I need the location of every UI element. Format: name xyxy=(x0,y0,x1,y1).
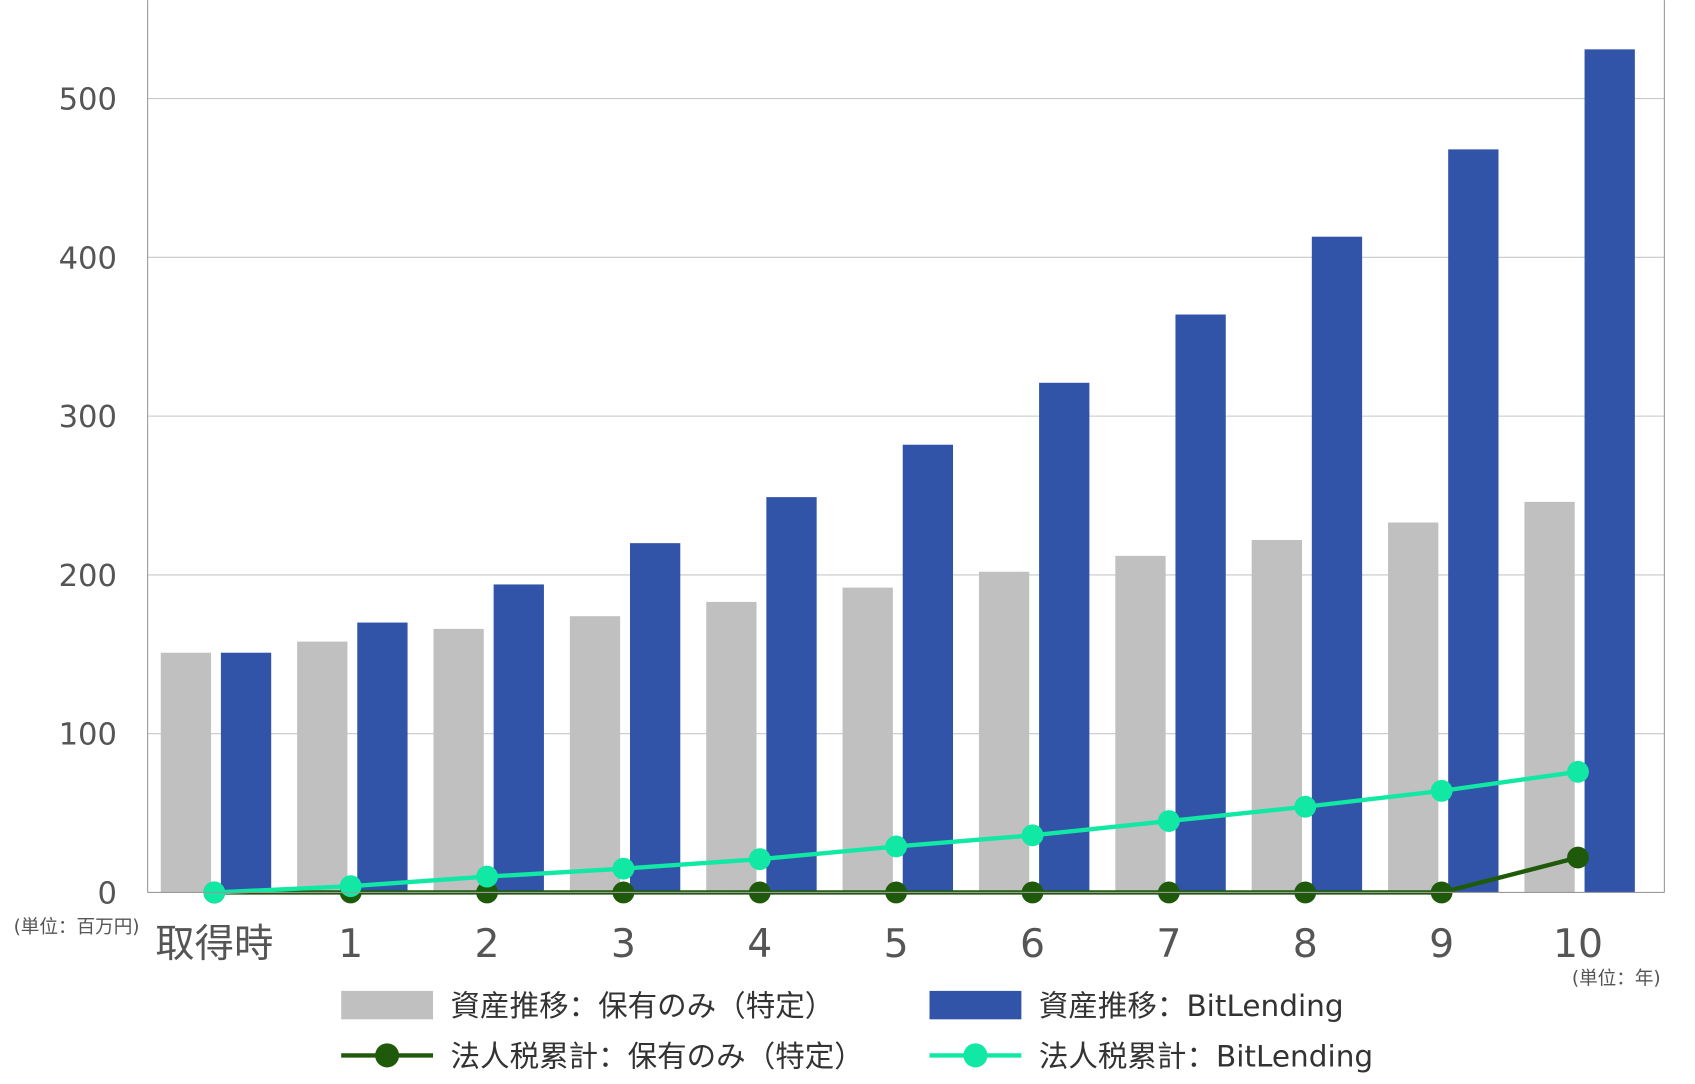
y-tick-label: 300 xyxy=(59,400,117,435)
x-tick-label: 2 xyxy=(475,921,500,967)
legend-swatch xyxy=(341,990,434,1020)
data-point xyxy=(1294,795,1317,818)
x-tick-label: 6 xyxy=(1020,921,1045,967)
legend: 資産推移：保有のみ（特定） 資産推移：BitLending 法人税累計：保有のみ（特… xyxy=(341,989,1373,1073)
y-tick-label: 200 xyxy=(59,559,117,594)
x-tick-label: 3 xyxy=(611,921,636,967)
bar xyxy=(297,641,348,893)
bar xyxy=(842,587,893,893)
bar xyxy=(1115,555,1166,893)
bar xyxy=(706,601,757,893)
bar xyxy=(433,628,484,893)
data-point xyxy=(1157,810,1180,832)
bar xyxy=(160,652,212,893)
x-tick-label: 10 xyxy=(1553,921,1603,967)
series-line xyxy=(214,769,1579,895)
bar xyxy=(1175,314,1226,893)
x-tick-label: 4 xyxy=(747,921,772,967)
data-point xyxy=(885,835,908,858)
x-unit-label: (単位：年) xyxy=(1572,968,1661,989)
lines xyxy=(203,760,1589,904)
x-tick-label: 7 xyxy=(1156,921,1181,967)
data-point xyxy=(1021,824,1044,847)
legend-label: 法人税累計：BitLending xyxy=(1039,1039,1373,1073)
x-tick-label: 1 xyxy=(338,921,363,967)
legend-label: 法人税累計：保有のみ（特定） xyxy=(451,1039,864,1073)
y-unit-label: (単位：百万円) xyxy=(14,917,140,938)
data-point xyxy=(1567,760,1589,783)
data-point xyxy=(476,865,499,888)
bar xyxy=(1039,382,1090,893)
legend-marker xyxy=(963,1043,988,1068)
bar xyxy=(1311,236,1363,893)
bar xyxy=(1524,501,1575,893)
axes: 0 100 200 300 400 500 取得時 1 2 3 4 5 6 7 8 9 10 xyxy=(59,0,1665,967)
legend-swatch xyxy=(929,990,1022,1020)
y-tick-label: 500 xyxy=(59,83,117,118)
y-tick-label: 100 xyxy=(59,718,117,753)
data-point xyxy=(339,875,362,898)
bar xyxy=(1251,539,1302,893)
y-tick-label: 400 xyxy=(59,241,117,276)
bar xyxy=(1448,149,1499,893)
bar xyxy=(629,543,681,893)
data-point xyxy=(612,857,635,880)
bar xyxy=(220,652,272,893)
bar xyxy=(493,584,544,893)
bar xyxy=(902,444,954,893)
bar xyxy=(1584,49,1635,893)
data-point xyxy=(1567,846,1589,869)
x-tick-label: 取得時 xyxy=(155,921,273,967)
bar xyxy=(569,616,621,893)
legend-label: 資産推移：保有のみ（特定） xyxy=(451,989,835,1023)
data-point xyxy=(1430,779,1453,802)
legend-label: 資産推移：BitLending xyxy=(1039,989,1344,1023)
bar xyxy=(978,571,1030,893)
x-tick-label: 9 xyxy=(1429,921,1454,967)
bar xyxy=(766,497,817,893)
bar xyxy=(1388,522,1439,893)
data-point xyxy=(748,848,771,871)
legend-marker xyxy=(375,1043,400,1068)
bars xyxy=(160,49,1635,893)
x-tick-label: 8 xyxy=(1293,921,1318,967)
bar xyxy=(357,622,408,893)
x-tick-label: 5 xyxy=(884,921,909,967)
y-tick-label: 0 xyxy=(98,876,117,911)
